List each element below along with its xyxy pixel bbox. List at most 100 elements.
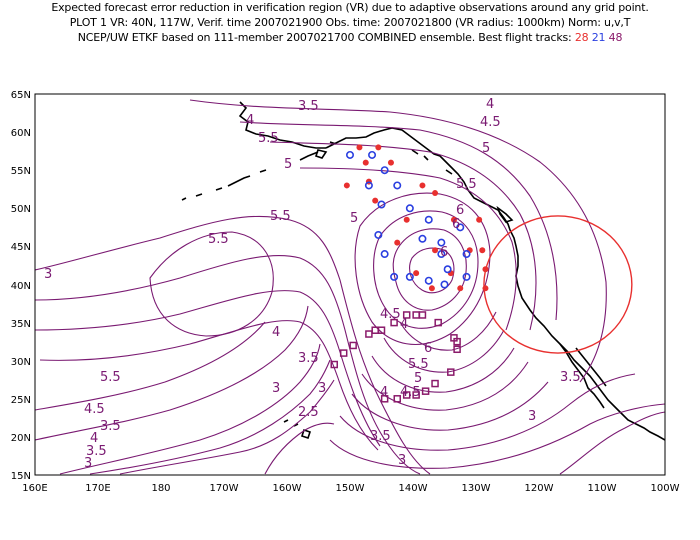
coastline <box>181 101 665 441</box>
blue-track-point <box>364 181 373 190</box>
contour-south-5-5 <box>383 329 505 373</box>
contour-label: 4 <box>380 385 388 400</box>
contour-label: 4.5 <box>400 385 421 400</box>
red-track-point <box>428 285 435 292</box>
x-tick-label: 180 <box>151 483 170 494</box>
contour-4-5-north <box>269 141 537 331</box>
purple-track-point <box>412 311 420 319</box>
x-tick-label: 150W <box>336 483 365 494</box>
contour-3-5-inner <box>35 254 421 475</box>
verification-region-circle <box>483 215 633 354</box>
blue-track-point <box>462 272 471 281</box>
contour-label: 5.5 <box>408 357 429 372</box>
contour-label: 2.5 <box>298 405 319 420</box>
y-tick-label: 40N <box>11 281 31 292</box>
kodiak-island <box>314 149 328 159</box>
y-tick-label: 50N <box>11 204 31 215</box>
contour-label: 5.5 <box>208 232 229 247</box>
contour-sw-3 <box>119 379 335 475</box>
aleutian-islands <box>181 151 319 201</box>
purple-track-point <box>421 387 430 395</box>
contour-label: 3.5 <box>370 429 391 444</box>
purple-track-point <box>453 337 461 346</box>
baja-peninsula <box>559 343 605 409</box>
blue-track-point <box>368 150 377 159</box>
title-line-3: NCEP/UW ETKF based on 111-member 2007021… <box>0 30 700 45</box>
contour-label: 5.5 <box>270 209 291 224</box>
contour-label: 6 <box>440 245 448 260</box>
blue-track-point <box>418 234 427 243</box>
purple-track-point <box>380 395 389 403</box>
contour-label: 5.5 <box>258 131 279 146</box>
red-track-point <box>343 182 350 189</box>
blue-track-point <box>437 238 446 247</box>
y-tick-label: 60N <box>11 128 31 139</box>
purple-track-point <box>390 318 398 327</box>
contour-label: 5.5 <box>456 177 477 192</box>
blue-track-point <box>424 276 433 285</box>
contour-label: 5 <box>482 141 490 156</box>
y-tick-label: 65N <box>11 90 31 101</box>
flight-track-purple <box>330 311 461 403</box>
contour-label: 3 <box>272 381 280 396</box>
purple-track-point <box>412 391 420 399</box>
contour-label: 3 <box>84 456 92 471</box>
contour-label: 3.5 <box>86 444 107 459</box>
contour-south-5 <box>371 347 515 393</box>
contour-label: 3.5 <box>298 351 319 366</box>
red-track-point <box>482 285 489 292</box>
contour-label: 5 <box>414 371 422 386</box>
contour-label: 4 <box>486 97 494 112</box>
y-tick-label: 15N <box>11 471 31 482</box>
contour-sw-2-5 <box>264 422 335 475</box>
contour-label: 3.5 <box>560 370 581 385</box>
contour-label: 6 <box>452 217 460 232</box>
north-america-coast <box>325 127 665 441</box>
blue-track-point <box>380 166 389 175</box>
purple-track-point <box>402 391 411 399</box>
contour-5-5-loop <box>373 210 479 329</box>
contour-east-3 <box>559 411 665 475</box>
contour-label: 3.5 <box>100 419 121 434</box>
contour-label: 4.5 <box>84 402 105 417</box>
contour-label: 3 <box>398 453 406 468</box>
blue-track-point <box>443 265 452 274</box>
contour-label: 6 <box>456 203 464 218</box>
red-track-point <box>419 182 426 189</box>
contour-sw-5 <box>35 321 266 411</box>
blue-track-point <box>462 250 471 259</box>
track-count-blue: 21 <box>591 31 606 44</box>
contour-label: 4 <box>246 113 254 128</box>
blue-track-point <box>393 181 402 190</box>
blue-track-point <box>390 272 399 281</box>
x-tick-label: 110W <box>588 483 617 494</box>
contour-sw-4-5 <box>35 305 309 441</box>
contour-south-3 <box>329 403 665 469</box>
vancouver-island <box>496 205 514 223</box>
red-track-point <box>387 159 394 166</box>
purple-track-point <box>349 341 357 350</box>
gulf-of-california <box>575 347 607 387</box>
y-tick-label: 35N <box>11 319 31 330</box>
x-tick-label: 170W <box>210 483 239 494</box>
blue-track-point <box>456 223 465 232</box>
contour-4-5-loop <box>39 320 379 451</box>
red-track-point <box>476 216 483 223</box>
contour-label: 5 <box>284 157 292 172</box>
contour-label: 3 <box>528 409 536 424</box>
red-track-point <box>372 197 379 204</box>
contour-4-north <box>239 121 558 321</box>
contour-label: 6 <box>424 341 432 356</box>
red-track-point <box>479 247 486 254</box>
title-block: Expected forecast error reduction in ver… <box>0 0 700 45</box>
contour-label: 4.5 <box>480 115 501 130</box>
flight-track-blue <box>345 150 471 289</box>
contour-4 <box>35 290 381 447</box>
blue-track-point <box>380 250 389 259</box>
x-tick-label: 170E <box>85 483 110 494</box>
red-track-point <box>375 144 382 151</box>
contour-5-loop <box>354 192 491 346</box>
contour-south-3-5 <box>339 373 636 451</box>
contour-south-4-5 <box>361 361 529 411</box>
